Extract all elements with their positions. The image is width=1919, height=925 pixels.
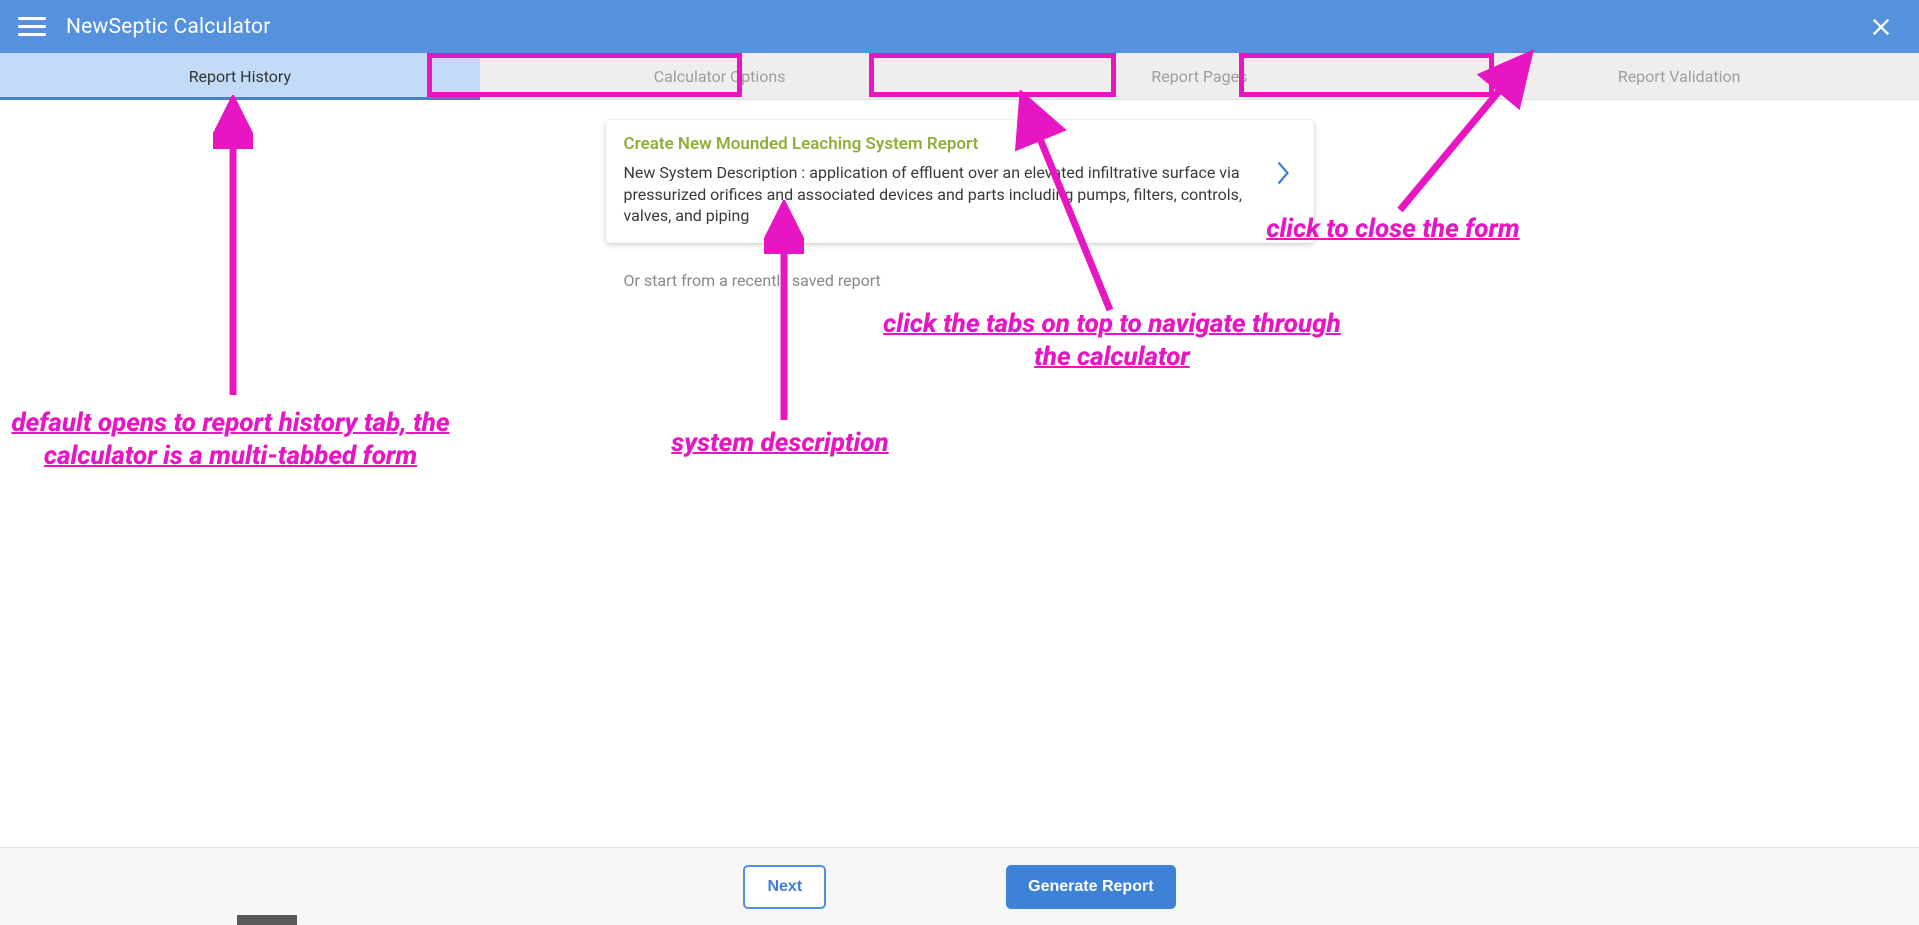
card-body: New System Description : application of … — [624, 162, 1296, 227]
button-label: Next — [767, 878, 802, 896]
card-open-button[interactable] — [1268, 158, 1298, 188]
taskbar-fragment — [237, 915, 297, 925]
chevron-right-icon — [1274, 159, 1292, 187]
card-title: Create New Mounded Leaching System Repor… — [624, 134, 1296, 154]
footer-bar: Next Generate Report — [0, 847, 1919, 925]
tab-calculator-options[interactable]: Calculator Options — [480, 53, 960, 99]
create-report-card[interactable]: Create New Mounded Leaching System Repor… — [606, 120, 1314, 243]
hamburger-menu-icon[interactable] — [18, 13, 46, 41]
tab-report-pages[interactable]: Report Pages — [960, 53, 1440, 99]
content-area: Create New Mounded Leaching System Repor… — [0, 100, 1919, 847]
tab-label: Calculator Options — [654, 67, 786, 86]
recent-reports-hint: Or start from a recently saved report — [606, 271, 1314, 290]
button-label: Generate Report — [1028, 878, 1153, 896]
tab-label: Report Pages — [1151, 67, 1247, 86]
tab-label: Report Validation — [1618, 67, 1741, 86]
close-button[interactable] — [1861, 7, 1901, 47]
tab-report-validation[interactable]: Report Validation — [1439, 53, 1919, 99]
tab-report-history[interactable]: Report History — [0, 53, 480, 99]
next-button[interactable]: Next — [743, 865, 826, 909]
close-icon — [1870, 16, 1892, 38]
generate-report-button[interactable]: Generate Report — [1006, 865, 1175, 909]
tab-bar: Report History Calculator Options Report… — [0, 53, 1919, 100]
tab-label: Report History — [189, 67, 291, 86]
top-app-bar: NewSeptic Calculator — [0, 0, 1919, 53]
app-title: NewSeptic Calculator — [66, 15, 271, 39]
